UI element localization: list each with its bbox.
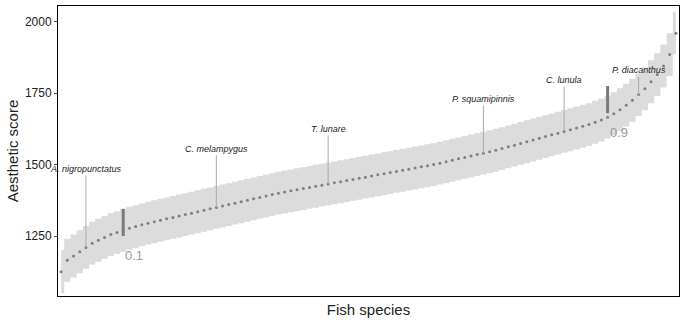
svg-text:T. lunare: T. lunare [311, 124, 346, 134]
svg-text:C. melampygus: C. melampygus [185, 144, 248, 154]
svg-text:Aesthetic score: Aesthetic score [4, 100, 21, 203]
svg-text:2000: 2000 [25, 15, 52, 29]
svg-text:1250: 1250 [25, 229, 52, 243]
svg-text:0.1: 0.1 [125, 248, 143, 263]
svg-text:A. nigropunctatus: A. nigropunctatus [50, 164, 122, 174]
svg-text:C. lunula: C. lunula [546, 75, 582, 85]
svg-text:Fish species: Fish species [327, 301, 410, 318]
svg-text:P. diacanthus: P. diacanthus [612, 65, 666, 75]
svg-text:0.9: 0.9 [610, 125, 628, 140]
svg-text:P. squamipinnis: P. squamipinnis [452, 94, 515, 104]
svg-text:1500: 1500 [25, 158, 52, 172]
svg-text:1750: 1750 [25, 86, 52, 100]
